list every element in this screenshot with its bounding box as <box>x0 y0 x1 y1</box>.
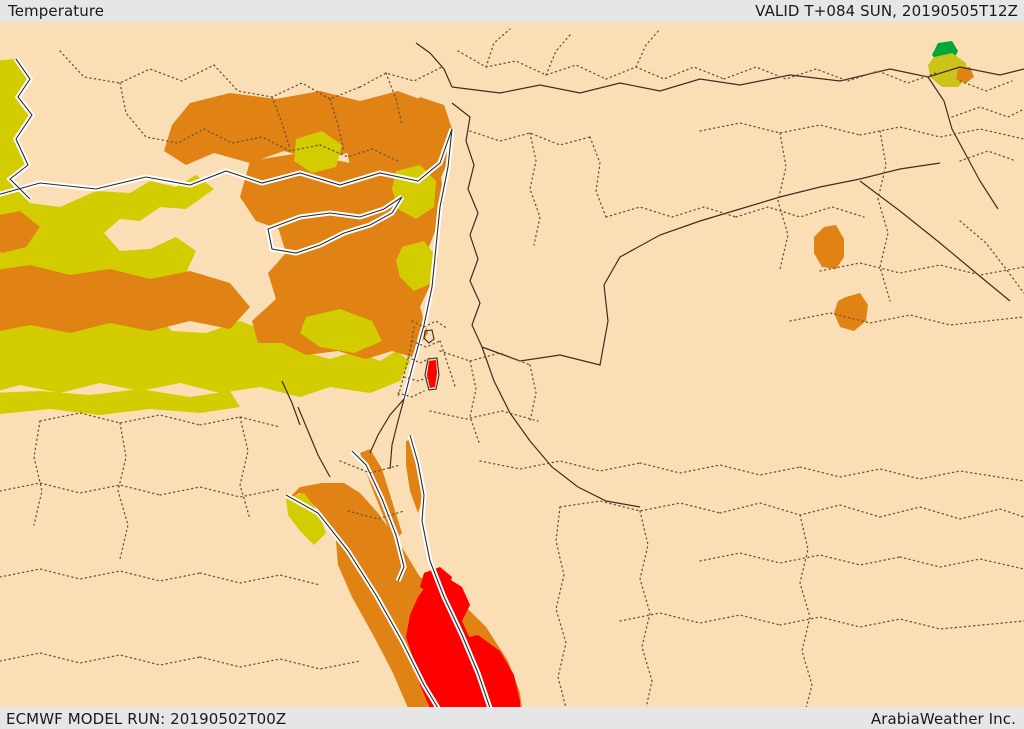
national-borders-layer <box>281 42 1024 508</box>
cyprus-outline <box>267 196 403 254</box>
temperature-map[interactable] <box>0 21 1024 708</box>
band-olive-inlay-cyprus-north <box>294 131 342 173</box>
sinai-west-coast <box>351 450 405 582</box>
band-orange-southwest-lobe <box>0 211 40 253</box>
band-olive-inlay-south <box>300 309 382 353</box>
band-red-dead-sea <box>427 360 437 388</box>
band-orange-north-coast <box>164 91 444 165</box>
band-olive-inlay-east2 <box>396 241 438 291</box>
band-olive-southwest <box>0 389 240 415</box>
page-title: Temperature <box>8 2 105 20</box>
band-orange-lake-tharthar <box>814 225 844 269</box>
african-red-sea-coast <box>285 494 439 708</box>
band-olive-gulf-suez <box>286 493 326 545</box>
valid-time-label: VALID T+084 SUN, 20190505T12Z <box>755 2 1018 20</box>
footer-bar: ECMWF MODEL RUN: 20190502T00Z ArabiaWeat… <box>0 707 1024 729</box>
band-orange-lake-razzaza <box>834 293 868 331</box>
arabian-red-sea-coast <box>409 434 491 708</box>
band-olive-fleck-b <box>0 113 12 127</box>
header-bar: Temperature VALID T+084 SUN, 20190505T12… <box>0 0 1024 22</box>
band-red-redsea-south <box>444 635 520 708</box>
admin-boundaries-layer <box>0 28 1024 708</box>
band-orange-urmia-edge <box>956 67 974 83</box>
coastline-layer <box>0 58 491 708</box>
band-olive-fleck-a <box>0 83 16 101</box>
lake-tiberias-outline <box>423 329 435 344</box>
band-orange-gulf-aqaba <box>406 439 424 513</box>
dead-sea-outline <box>424 357 440 391</box>
model-run-label: ECMWF MODEL RUN: 20190502T00Z <box>6 710 287 728</box>
map-canvas[interactable] <box>0 21 1024 708</box>
provider-credit-label: ArabiaWeather Inc. <box>870 710 1016 728</box>
band-orange-southwest-lobe2 <box>0 265 250 333</box>
